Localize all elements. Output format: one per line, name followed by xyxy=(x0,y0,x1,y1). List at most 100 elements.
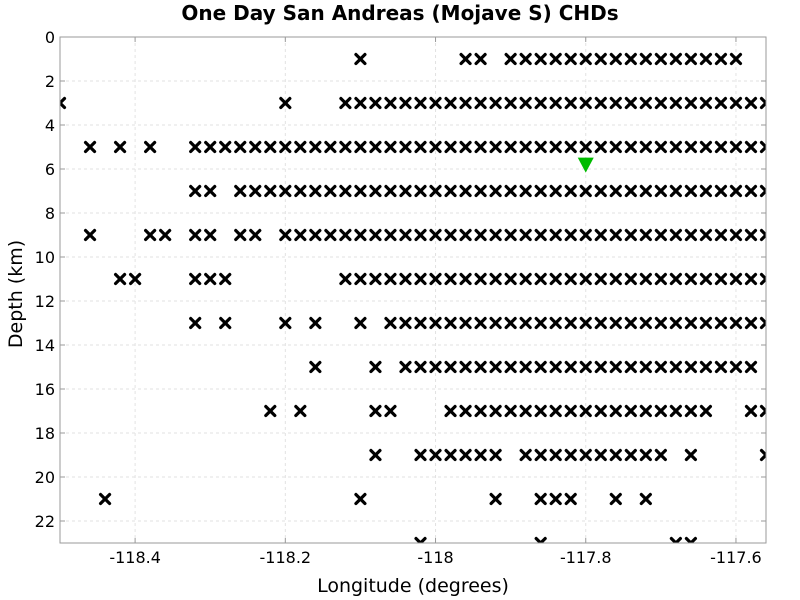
data-point-x-marker xyxy=(699,360,713,374)
data-point-x-marker xyxy=(534,52,547,66)
data-point-x-marker xyxy=(579,360,592,374)
data-point-x-marker xyxy=(414,536,427,543)
data-point-x-marker xyxy=(309,360,322,374)
data-point-x-marker xyxy=(384,96,397,110)
data-point-x-marker xyxy=(384,272,397,286)
data-point-x-marker xyxy=(684,536,697,543)
data-point-x-marker xyxy=(654,272,667,286)
data-point-x-marker xyxy=(654,448,667,462)
data-point-x-marker xyxy=(714,316,728,330)
data-point-x-marker xyxy=(504,140,517,154)
data-point-x-marker xyxy=(204,140,217,154)
data-point-x-marker xyxy=(579,184,592,198)
data-point-x-marker xyxy=(504,272,517,286)
data-point-x-marker xyxy=(609,492,622,506)
data-point-x-marker xyxy=(399,272,412,286)
data-point-x-marker xyxy=(294,228,307,242)
data-point-x-marker xyxy=(189,272,202,286)
data-point-x-marker xyxy=(489,228,502,242)
data-point-x-marker xyxy=(339,272,352,286)
data-point-x-marker xyxy=(354,184,367,198)
data-point-x-marker xyxy=(429,448,442,462)
data-point-x-marker xyxy=(459,360,472,374)
data-point-x-marker xyxy=(639,228,652,242)
data-point-x-marker xyxy=(369,140,382,154)
data-point-x-marker xyxy=(474,184,487,198)
data-point-x-marker xyxy=(429,360,442,374)
data-point-x-marker xyxy=(534,228,547,242)
data-point-x-marker xyxy=(504,360,517,374)
data-point-x-marker xyxy=(459,448,472,462)
data-point-x-marker xyxy=(654,52,667,66)
data-point-x-marker xyxy=(624,272,637,286)
y-tick-label: 2 xyxy=(45,72,55,91)
data-point-x-marker xyxy=(609,140,622,154)
data-point-x-marker xyxy=(444,140,457,154)
data-point-x-marker xyxy=(534,360,547,374)
data-point-x-marker xyxy=(459,228,472,242)
data-point-x-marker xyxy=(714,52,728,66)
y-tick-label: 0 xyxy=(45,28,55,47)
data-point-x-marker xyxy=(744,140,758,154)
data-point-x-marker xyxy=(594,52,607,66)
data-point-x-marker xyxy=(219,272,232,286)
chart-title: One Day San Andreas (Mojave S) CHDs xyxy=(181,1,618,25)
data-point-x-marker xyxy=(594,96,607,110)
data-point-x-marker xyxy=(519,140,532,154)
data-point-x-marker xyxy=(639,52,652,66)
data-point-x-marker xyxy=(759,316,766,330)
data-point-x-marker xyxy=(429,316,442,330)
data-point-x-marker xyxy=(414,316,427,330)
data-point-x-marker xyxy=(609,360,622,374)
data-point-x-marker xyxy=(639,96,652,110)
data-point-x-marker xyxy=(624,96,637,110)
data-point-x-marker xyxy=(369,448,382,462)
data-point-x-marker xyxy=(444,448,457,462)
data-point-x-marker xyxy=(669,140,682,154)
data-point-x-marker xyxy=(759,448,766,462)
data-point-x-marker xyxy=(639,140,652,154)
data-point-x-marker xyxy=(429,184,442,198)
data-point-x-marker xyxy=(669,404,682,418)
data-point-x-marker xyxy=(459,184,472,198)
data-point-x-marker xyxy=(534,536,547,543)
data-point-x-marker xyxy=(504,316,517,330)
x-tick-label: -118.2 xyxy=(260,548,312,567)
data-point-x-marker xyxy=(339,184,352,198)
data-point-x-marker xyxy=(219,316,232,330)
data-point-x-marker xyxy=(654,96,667,110)
data-point-x-marker xyxy=(744,228,758,242)
data-point-x-marker xyxy=(279,96,292,110)
data-point-x-marker xyxy=(699,404,713,418)
data-point-x-marker xyxy=(444,184,457,198)
data-point-x-marker xyxy=(699,184,713,198)
data-point-x-marker xyxy=(459,52,472,66)
data-point-x-marker xyxy=(384,140,397,154)
data-point-x-marker xyxy=(519,404,532,418)
data-point-x-marker xyxy=(459,316,472,330)
data-point-x-marker xyxy=(444,404,457,418)
data-point-x-marker xyxy=(234,228,247,242)
data-point-x-marker xyxy=(564,448,577,462)
data-point-x-marker xyxy=(624,360,637,374)
data-point-x-marker xyxy=(594,360,607,374)
data-point-x-marker xyxy=(654,404,667,418)
data-point-x-marker xyxy=(504,96,517,110)
data-point-x-marker xyxy=(699,52,713,66)
data-point-x-marker xyxy=(294,140,307,154)
data-point-x-marker xyxy=(414,272,427,286)
data-point-x-marker xyxy=(564,52,577,66)
data-point-x-marker xyxy=(579,96,592,110)
data-point-x-marker xyxy=(699,96,713,110)
data-point-x-marker xyxy=(759,184,766,198)
data-point-x-marker xyxy=(369,184,382,198)
data-point-x-marker xyxy=(459,404,472,418)
data-point-x-marker xyxy=(204,272,217,286)
data-point-x-marker xyxy=(579,140,592,154)
data-point-x-marker xyxy=(219,140,232,154)
data-point-x-marker xyxy=(579,228,592,242)
data-point-x-marker xyxy=(669,316,682,330)
data-point-x-marker xyxy=(369,360,382,374)
data-point-x-marker xyxy=(354,96,367,110)
data-point-x-marker xyxy=(744,360,758,374)
